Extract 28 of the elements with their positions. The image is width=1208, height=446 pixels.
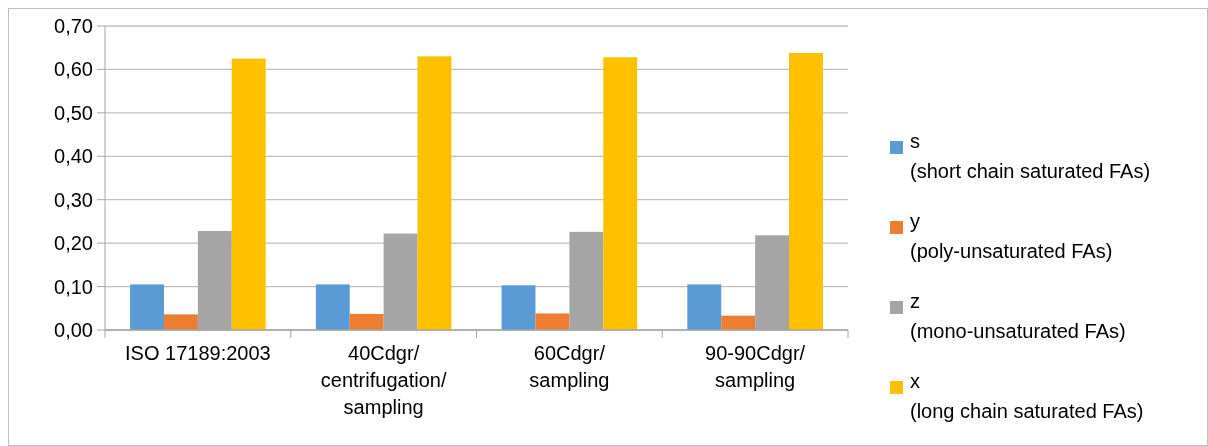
bar: [535, 313, 570, 330]
x-tick-label: 60Cdgr/ sampling: [529, 342, 610, 391]
bar: [687, 284, 722, 330]
bar: [130, 284, 164, 330]
y-tick-label: 0,10: [54, 275, 93, 298]
bar: [501, 285, 536, 330]
y-tick-label: 0,50: [54, 101, 93, 124]
legend-label: s (short chain saturated FAs): [910, 130, 1151, 182]
x-tick-label: 90-90Cdgr/ sampling: [705, 342, 806, 391]
bar: [789, 52, 823, 330]
bar: [163, 314, 198, 330]
legend-label: z (mono-unsaturated FAs): [910, 290, 1126, 342]
bar: [231, 58, 266, 330]
x-tick-label: 40Cdgr/ centrifugation/ sampling: [320, 342, 447, 418]
y-tick-label: 0,60: [54, 58, 93, 81]
y-tick-label: 0,40: [54, 145, 93, 168]
x-tick-label: ISO 17189:2003: [125, 342, 271, 364]
bar: [603, 57, 638, 330]
bar: [417, 56, 452, 330]
legend-label: y (poly-unsaturated FAs): [910, 210, 1113, 262]
y-tick-label: 0,70: [54, 15, 93, 37]
bar: [349, 313, 384, 330]
bar: [721, 315, 756, 330]
legend-label: x (long chain saturated FAs): [910, 370, 1144, 422]
y-tick-label: 0,30: [54, 188, 93, 211]
y-tick-label: 0,20: [54, 232, 93, 255]
bar: [315, 284, 350, 330]
y-tick-label: 0,00: [54, 319, 93, 341]
